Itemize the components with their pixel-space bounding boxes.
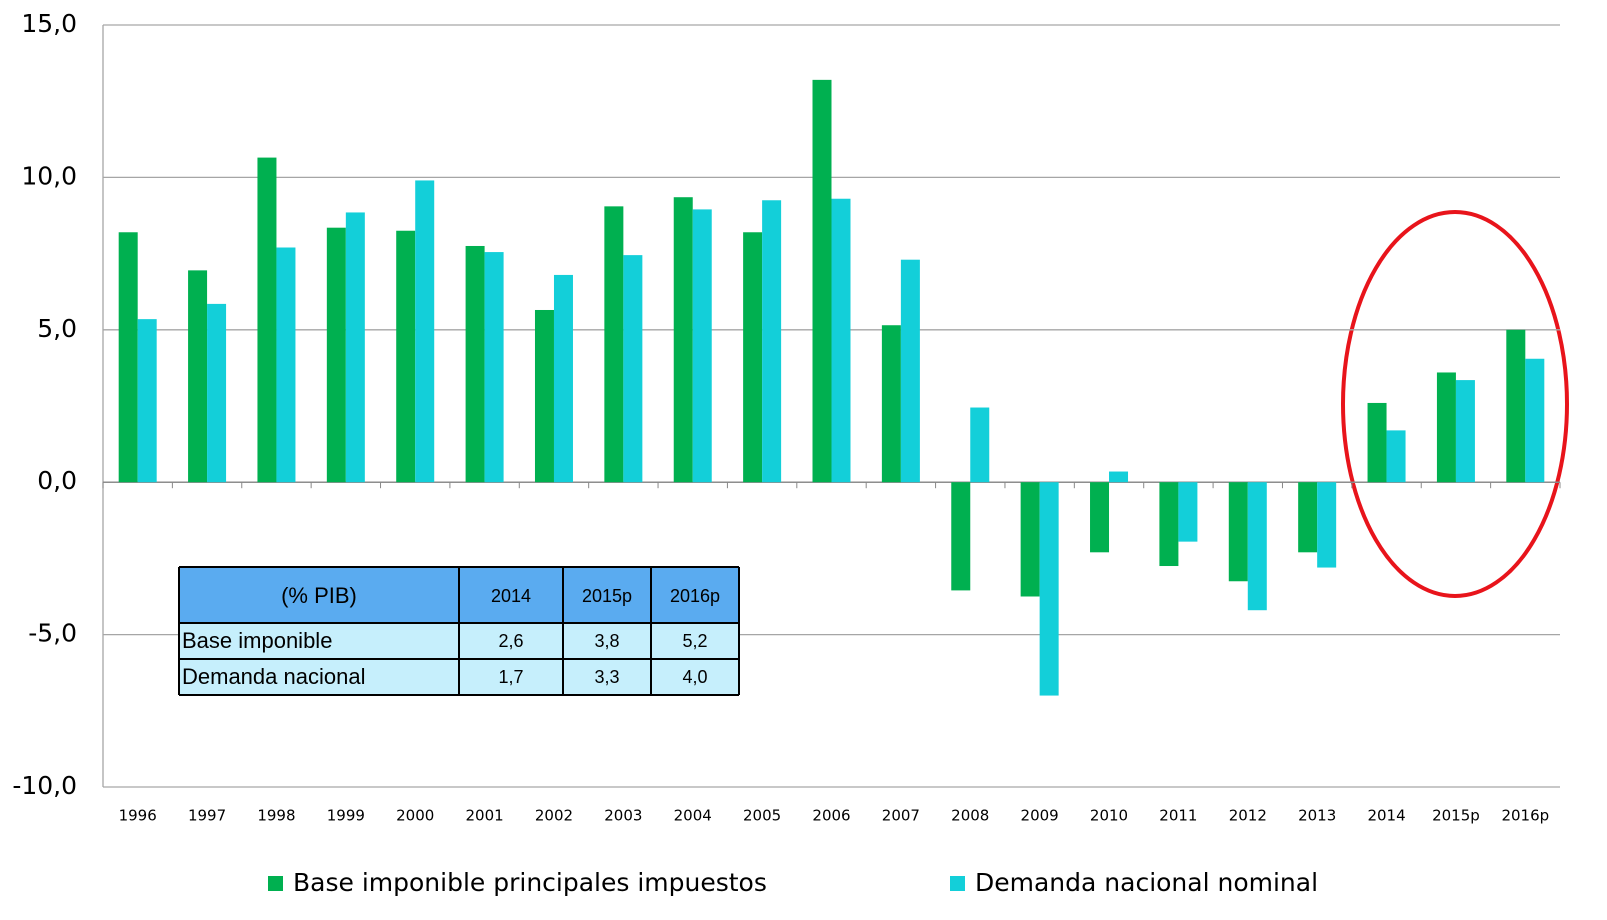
bar [604, 206, 624, 483]
y-tick-label: 10,0 [21, 161, 77, 190]
table-header-cell: 2015p [582, 586, 632, 606]
bar [831, 198, 851, 483]
bar [1436, 372, 1456, 483]
table-cell: Base imponible [182, 628, 332, 653]
x-tick-label: 2010 [1090, 807, 1128, 825]
x-tick-label: 2002 [535, 807, 573, 825]
bar [396, 230, 416, 483]
table-cell: 1,7 [498, 667, 523, 687]
bar [1386, 430, 1406, 483]
x-tick-label: 1996 [119, 807, 157, 825]
x-tick-label: 2001 [466, 807, 504, 825]
y-tick-label: -5,0 [28, 619, 77, 648]
bar [465, 245, 485, 483]
y-tick-label: 0,0 [37, 466, 77, 495]
bar [1020, 482, 1040, 597]
table-cell: 3,3 [594, 667, 619, 687]
bar [692, 209, 712, 483]
table-cell: Demanda nacional [182, 664, 365, 689]
table-header-cell: 2016p [670, 586, 720, 606]
legend-label: Demanda nacional nominal [975, 868, 1318, 897]
x-tick-label: 2011 [1159, 807, 1197, 825]
x-tick-label: 2012 [1229, 807, 1267, 825]
x-tick-label: 2004 [674, 807, 712, 825]
x-tick-label: 2013 [1298, 807, 1336, 825]
y-tick-label: -10,0 [12, 771, 77, 800]
bar [1298, 482, 1318, 553]
table-header-cell: 2014 [491, 586, 531, 606]
bar [623, 255, 643, 483]
bar [188, 270, 208, 483]
legend-swatch [268, 876, 283, 891]
bar [1455, 380, 1475, 483]
bar [257, 157, 277, 483]
bar [1109, 471, 1129, 483]
bar [1506, 329, 1526, 483]
x-tick-label: 2005 [743, 807, 781, 825]
table-cell: 2,6 [498, 631, 523, 651]
bar [484, 252, 504, 483]
x-tick-label: 1999 [327, 807, 365, 825]
x-tick-label: 2003 [604, 807, 642, 825]
bar [1159, 482, 1179, 567]
bar [553, 274, 573, 483]
x-tick-label: 2006 [812, 807, 850, 825]
x-tick-label: 1998 [257, 807, 295, 825]
bar [137, 319, 157, 483]
table-header-cell: (% PIB) [281, 583, 357, 608]
table-cell: 3,8 [594, 631, 619, 651]
legend-label: Base imponible principales impuestos [293, 868, 767, 897]
bar [326, 227, 346, 483]
x-tick-label: 2007 [882, 807, 920, 825]
x-tick-label: 1997 [188, 807, 226, 825]
bar [1317, 482, 1337, 568]
x-tick-label: 2015p [1432, 807, 1480, 825]
bar [345, 212, 365, 483]
bar [207, 303, 227, 483]
y-tick-label: 15,0 [21, 9, 77, 38]
bar [1039, 482, 1059, 696]
y-tick-label: 5,0 [37, 314, 77, 343]
legend-swatch [950, 876, 965, 891]
bar [415, 180, 435, 483]
bar [1367, 402, 1387, 483]
bar [881, 325, 901, 483]
bar [1178, 482, 1198, 542]
bar [118, 232, 138, 483]
x-tick-label: 2000 [396, 807, 434, 825]
bar [276, 247, 296, 483]
bar [812, 79, 832, 483]
highlight-ellipse [1341, 210, 1569, 598]
data-table: (% PIB) 2014 2015p 2016p Base imponible 2,6 3,… [178, 566, 740, 696]
bar [951, 482, 971, 591]
bar [1525, 358, 1545, 483]
bar [673, 197, 693, 483]
bar [743, 232, 763, 483]
bar [762, 200, 782, 483]
x-tick-label: 2016p [1501, 807, 1549, 825]
x-tick-label: 2014 [1367, 807, 1405, 825]
bar [1247, 482, 1267, 611]
table-cell: 4,0 [682, 667, 707, 687]
bar [970, 407, 990, 483]
x-tick-label: 2008 [951, 807, 989, 825]
bar [900, 259, 920, 483]
bar [534, 309, 554, 483]
x-tick-label: 2009 [1021, 807, 1059, 825]
bar [1228, 482, 1248, 582]
bar [1090, 482, 1110, 553]
table-cell: 5,2 [682, 631, 707, 651]
